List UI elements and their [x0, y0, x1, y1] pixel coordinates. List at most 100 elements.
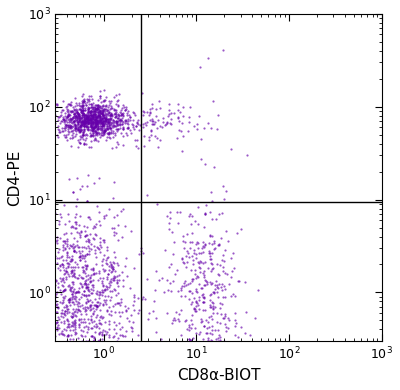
Point: [85, 105, 91, 111]
Point: [102, 112, 108, 118]
Point: [72, 220, 79, 227]
Point: [70, 245, 76, 251]
Point: [225, 281, 232, 287]
Point: [97, 345, 103, 351]
Point: [32, 299, 38, 305]
Point: [100, 118, 106, 124]
Point: [48, 299, 55, 305]
Point: [89, 112, 96, 118]
Point: [145, 137, 152, 143]
Point: [174, 209, 180, 215]
Point: [178, 255, 185, 262]
Point: [99, 126, 106, 132]
Point: [110, 333, 116, 340]
Point: [92, 119, 99, 126]
Point: [96, 218, 102, 224]
Point: [212, 360, 218, 367]
Point: [111, 179, 117, 185]
Point: [50, 374, 56, 381]
Point: [197, 258, 203, 264]
Point: [72, 264, 78, 270]
Point: [187, 325, 194, 332]
Point: [81, 111, 88, 117]
Point: [77, 253, 83, 259]
Point: [97, 242, 103, 248]
Point: [102, 257, 109, 263]
Point: [84, 115, 90, 121]
Point: [77, 140, 84, 146]
Point: [86, 245, 92, 252]
Point: [92, 117, 98, 123]
Point: [181, 362, 188, 368]
Point: [86, 367, 92, 374]
Point: [85, 120, 91, 126]
Point: [200, 244, 207, 250]
Point: [103, 116, 110, 122]
Point: [80, 112, 86, 118]
Point: [108, 345, 115, 351]
Point: [201, 295, 207, 301]
Point: [91, 110, 97, 116]
Point: [14, 321, 20, 327]
Point: [71, 106, 77, 112]
Point: [72, 113, 78, 119]
Point: [197, 265, 204, 271]
Point: [110, 273, 117, 279]
Point: [66, 128, 72, 135]
Point: [74, 229, 80, 235]
Point: [254, 287, 261, 293]
Point: [91, 120, 98, 126]
Point: [90, 114, 97, 120]
Point: [95, 101, 102, 108]
Point: [85, 292, 92, 298]
Point: [66, 388, 72, 390]
Point: [164, 310, 170, 316]
Point: [59, 261, 66, 267]
Point: [84, 118, 90, 124]
Point: [68, 313, 74, 319]
Point: [93, 232, 99, 238]
Point: [99, 111, 106, 117]
Y-axis label: CD4-PE: CD4-PE: [7, 149, 22, 206]
Point: [156, 137, 163, 143]
Point: [94, 114, 100, 120]
Point: [87, 351, 93, 357]
Point: [94, 119, 100, 125]
Point: [195, 353, 202, 359]
Point: [62, 246, 68, 252]
Point: [69, 273, 76, 279]
Point: [85, 347, 91, 353]
Point: [108, 112, 114, 119]
Point: [97, 123, 103, 129]
Point: [44, 108, 50, 114]
Point: [236, 278, 242, 284]
Point: [96, 130, 102, 136]
Point: [83, 123, 89, 129]
Point: [89, 103, 96, 110]
Point: [52, 333, 58, 339]
Point: [95, 126, 101, 133]
Point: [100, 103, 106, 109]
Point: [86, 388, 92, 390]
Point: [119, 324, 125, 330]
Point: [109, 263, 116, 269]
Point: [88, 282, 95, 288]
Point: [76, 122, 83, 128]
Point: [82, 266, 89, 273]
Point: [103, 348, 109, 355]
Point: [82, 106, 88, 113]
Point: [101, 213, 108, 219]
Point: [88, 278, 94, 285]
Point: [66, 297, 72, 303]
Point: [153, 329, 159, 335]
Point: [92, 136, 98, 142]
Point: [132, 137, 139, 144]
Point: [41, 340, 47, 346]
Point: [94, 323, 100, 329]
Point: [66, 321, 72, 327]
Point: [108, 110, 114, 117]
Point: [77, 115, 84, 122]
Point: [100, 108, 106, 114]
Point: [220, 315, 226, 321]
Point: [193, 300, 200, 307]
